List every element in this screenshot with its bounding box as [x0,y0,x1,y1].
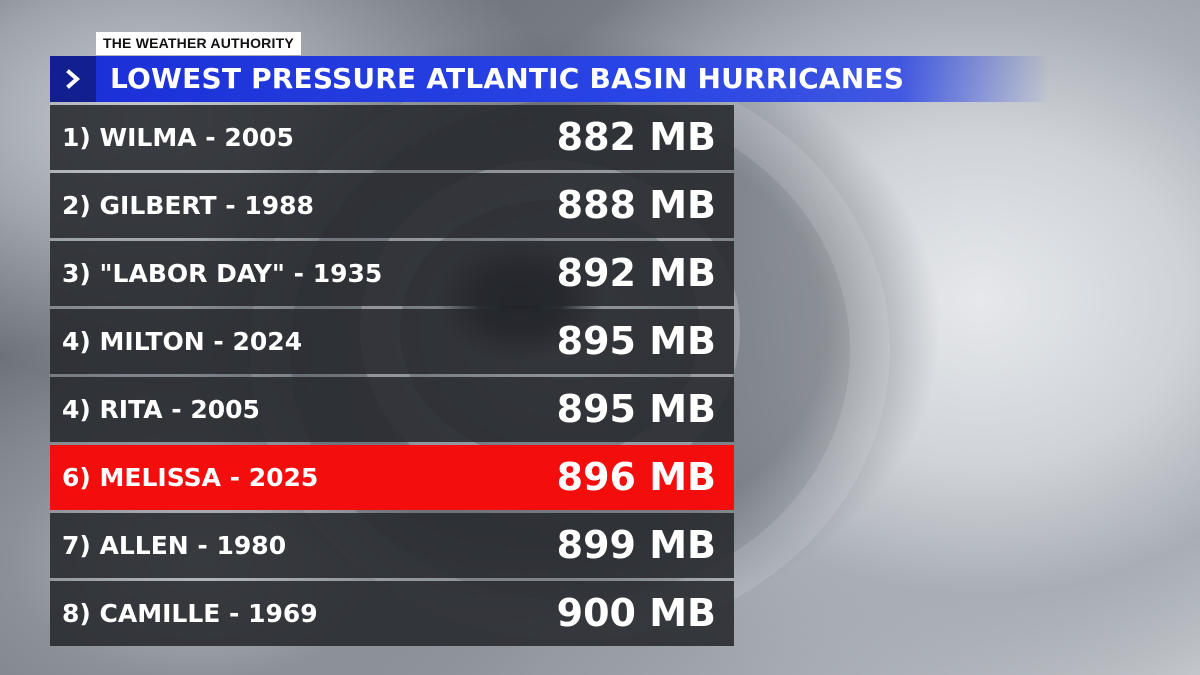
pressure-value: 899 MB [556,523,716,567]
hurricane-name: 3) "LABOR DAY" - 1935 [62,259,383,288]
pressure-value: 896 MB [556,455,716,499]
list-item: 3) "LABOR DAY" - 1935 892 MB [50,241,734,306]
chevron-box [50,56,96,102]
pressure-value: 888 MB [556,183,716,227]
hurricane-name: 1) WILMA - 2005 [62,123,294,152]
pressure-value: 895 MB [556,319,716,363]
station-badge: THE WEATHER AUTHORITY [96,32,301,55]
list-item: 8) CAMILLE - 1969 900 MB [50,581,734,646]
list-item: 4) RITA - 2005 895 MB [50,377,734,442]
hurricane-name: 4) RITA - 2005 [62,395,260,424]
list-item: 4) MILTON - 2024 895 MB [50,309,734,374]
pressure-value: 892 MB [556,251,716,295]
list-item: 7) ALLEN - 1980 899 MB [50,513,734,578]
pressure-value: 900 MB [556,591,716,635]
chevron-right-icon [66,69,81,89]
list-item-highlighted: 6) MELISSA - 2025 896 MB [50,445,734,510]
hurricane-name: 4) MILTON - 2024 [62,327,303,356]
hurricane-name: 2) GILBERT - 1988 [62,191,314,220]
hurricane-ranking-list: 1) WILMA - 2005 882 MB 2) GILBERT - 1988… [50,105,734,649]
hurricane-name: 7) ALLEN - 1980 [62,531,287,560]
hurricane-name: 8) CAMILLE - 1969 [62,599,318,628]
list-item: 2) GILBERT - 1988 888 MB [50,173,734,238]
list-item: 1) WILMA - 2005 882 MB [50,105,734,170]
hurricane-name: 6) MELISSA - 2025 [62,463,319,492]
pressure-value: 895 MB [556,387,716,431]
title-bar: LOWEST PRESSURE ATLANTIC BASIN HURRICANE… [50,56,1050,102]
page-title: LOWEST PRESSURE ATLANTIC BASIN HURRICANE… [110,62,905,95]
pressure-value: 882 MB [556,115,716,159]
